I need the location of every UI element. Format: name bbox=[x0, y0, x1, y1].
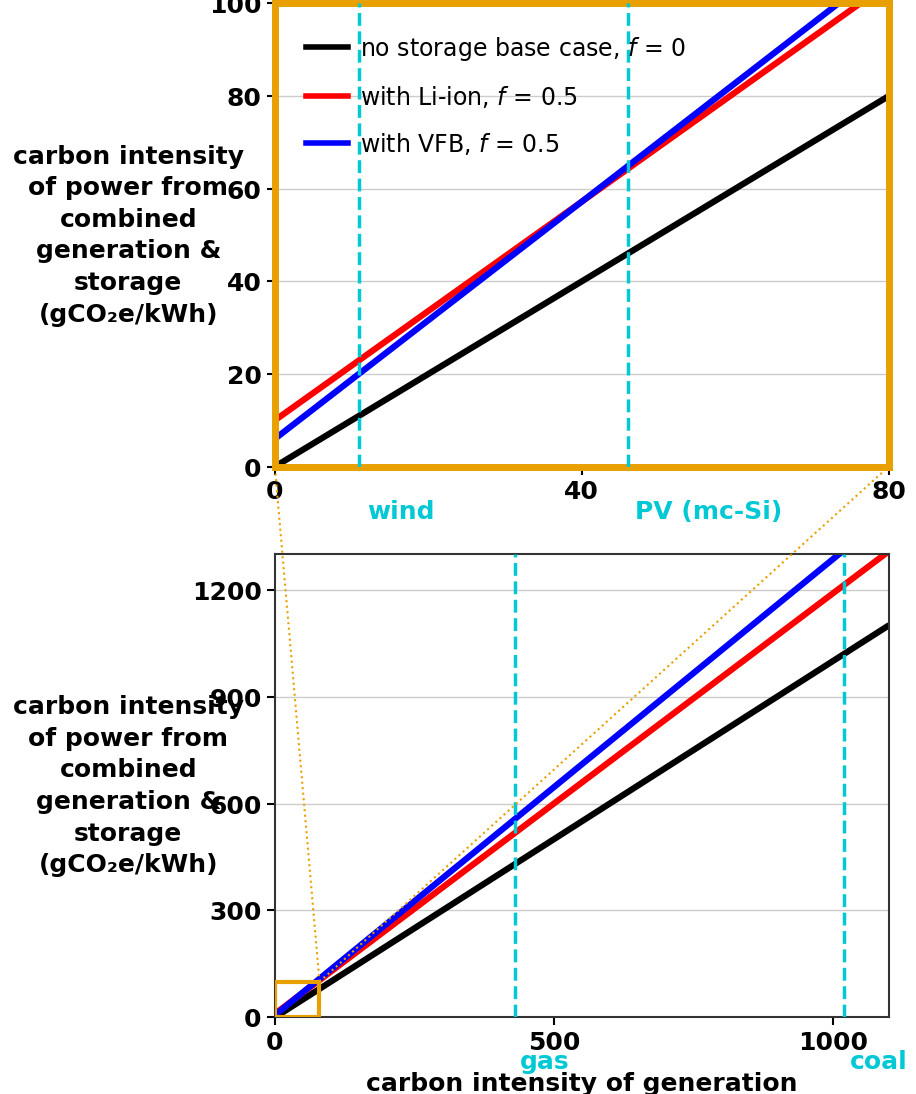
Text: carbon intensity
of power from
combined
generation &
storage
(gCO₂e/kWh): carbon intensity of power from combined … bbox=[13, 695, 244, 877]
Bar bbox=[275, 981, 320, 1017]
Text: gas: gas bbox=[520, 1050, 570, 1074]
X-axis label: carbon intensity of generation
without storage (gCO₂e/kWh): carbon intensity of generation without s… bbox=[366, 1071, 797, 1094]
Text: carbon intensity
of power from
combined
generation &
storage
(gCO₂e/kWh): carbon intensity of power from combined … bbox=[13, 144, 244, 326]
Text: wind: wind bbox=[366, 499, 434, 523]
Text: PV (mc-Si): PV (mc-Si) bbox=[636, 499, 782, 523]
Text: coal: coal bbox=[849, 1050, 907, 1074]
Legend: no storage base case, $f$ = 0, with Li-ion, $f$ = 0.5, with VFB, $f$ = 0.5: no storage base case, $f$ = 0, with Li-i… bbox=[287, 15, 704, 176]
